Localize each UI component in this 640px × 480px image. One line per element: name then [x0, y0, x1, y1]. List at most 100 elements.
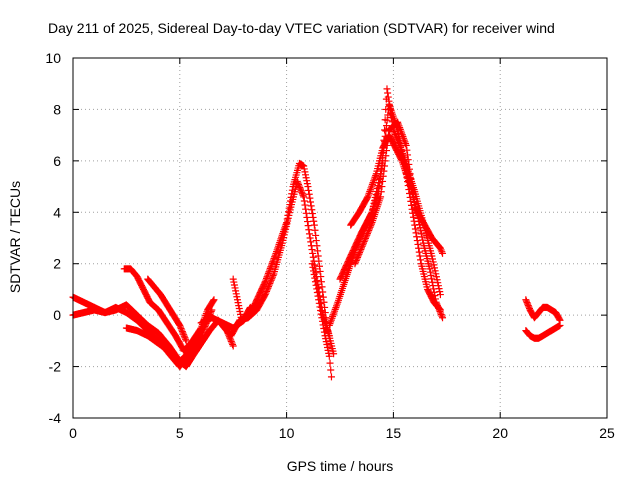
data-point [356, 249, 364, 257]
data-point [321, 332, 329, 340]
data-point [524, 302, 532, 310]
data-point [392, 132, 400, 140]
data-point [386, 105, 394, 113]
y-tick-label: 6 [53, 153, 61, 169]
data-point [306, 234, 314, 242]
data-point [315, 262, 323, 270]
data-point [266, 278, 274, 286]
data-point [268, 259, 276, 267]
data-point [320, 328, 328, 336]
data-point [358, 244, 366, 252]
data-point [404, 151, 412, 159]
data-point [320, 325, 328, 333]
data-point [436, 244, 444, 252]
data-point [264, 269, 272, 277]
data-point [415, 244, 423, 252]
data-point [426, 265, 434, 273]
plot-frame [72, 57, 608, 419]
chart-title: Day 211 of 2025, Sidereal Day-to-day VTE… [48, 20, 555, 36]
data-point [309, 249, 317, 257]
data-point [439, 314, 447, 322]
data-point [354, 253, 362, 261]
data-point [310, 271, 318, 279]
data-point [436, 308, 444, 316]
data-point [556, 321, 564, 329]
data-point [298, 190, 306, 198]
data-point [417, 230, 425, 238]
data-point [383, 85, 391, 93]
data-point [269, 272, 277, 280]
data-point [430, 285, 438, 293]
data-point [316, 267, 324, 275]
data-point [307, 202, 315, 210]
data-point [306, 194, 314, 202]
data-point [196, 336, 204, 344]
grid [73, 58, 607, 418]
data-point [430, 288, 438, 296]
data-point [381, 162, 389, 170]
data-point [397, 156, 405, 164]
data-point [314, 252, 322, 260]
data-point [197, 334, 205, 342]
data-point [311, 274, 319, 282]
data-point [433, 276, 441, 284]
data-point [432, 298, 440, 306]
data-point [305, 186, 313, 194]
data-point [304, 218, 312, 226]
data-point [233, 293, 241, 301]
data-point [418, 233, 426, 241]
data-point [178, 328, 186, 336]
data-point [434, 303, 442, 311]
data-point [309, 263, 317, 271]
data-point [384, 93, 392, 101]
data-point [322, 338, 330, 346]
data-point [310, 217, 318, 225]
y-tick-label: 4 [53, 204, 61, 220]
data-point [403, 146, 411, 154]
data-point [351, 260, 359, 268]
data-point [393, 135, 401, 143]
data-point [355, 250, 363, 258]
data-point [364, 228, 372, 236]
data-point [382, 127, 390, 135]
data-point [300, 165, 308, 173]
data-point [316, 303, 324, 311]
data-point [352, 257, 360, 265]
data-point [416, 224, 424, 232]
data-point [229, 275, 237, 283]
data-point [295, 182, 303, 190]
data-point [265, 283, 273, 291]
data-point [419, 236, 427, 244]
data-point [415, 221, 423, 229]
data-point [314, 292, 322, 300]
data-point [433, 301, 441, 309]
data-point [266, 266, 274, 274]
data-point [377, 193, 385, 201]
data-point [309, 213, 317, 221]
data-point [311, 278, 319, 286]
data-point [296, 185, 304, 193]
data-point [314, 247, 322, 255]
data-point [430, 261, 438, 269]
data-point [327, 366, 335, 374]
data-point [359, 241, 367, 249]
data-point [307, 238, 315, 246]
y-axis-label: SDTVAR / TECUs [7, 181, 23, 293]
y-tick-label: 2 [53, 256, 61, 272]
data-point [415, 248, 423, 256]
x-tick-label: 15 [386, 425, 402, 441]
data-point [296, 184, 304, 192]
x-tick-label: 5 [176, 425, 184, 441]
data-point [176, 321, 184, 329]
x-tick-label: 10 [279, 425, 295, 441]
data-point [310, 267, 318, 275]
data-point [308, 210, 316, 218]
data-point [302, 209, 310, 217]
data-point [414, 214, 422, 222]
data-point [360, 238, 368, 246]
axis-ticks: 0 5 10 15 20 25 -4 -2 0 2 4 6 8 10 [45, 50, 615, 441]
data-point [235, 302, 243, 310]
data-point [317, 307, 325, 315]
data-point [265, 281, 273, 289]
